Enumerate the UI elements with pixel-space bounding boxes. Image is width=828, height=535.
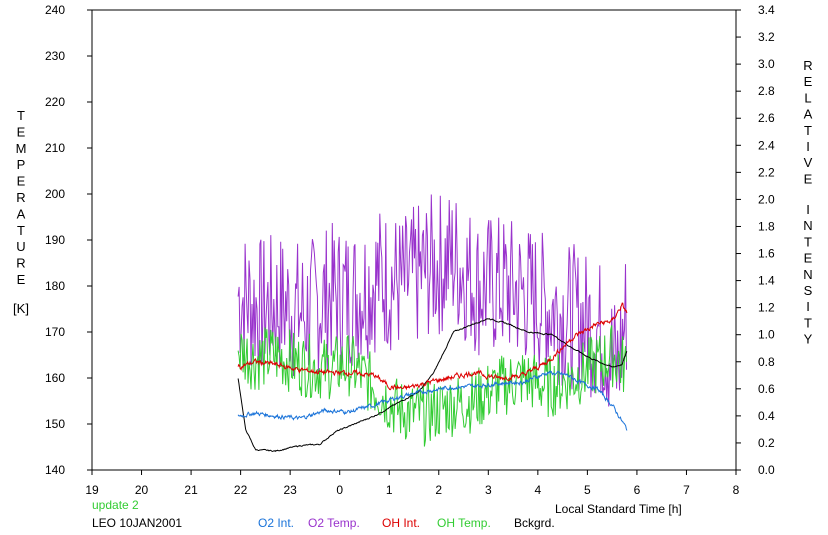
legend: O2 Int. O2 Temp. OH Int. OH Temp. Bckgrd. (258, 516, 555, 530)
y-right-tick-label: 0.0 (758, 463, 775, 477)
y-right-label-letter: S (804, 283, 813, 298)
y-right-tick-label: 1.4 (758, 274, 775, 288)
y-right-label-letter: T (804, 123, 812, 138)
x-tick-label: 3 (485, 483, 492, 497)
series-line-o2-temp (237, 194, 627, 407)
y-left-tick-label: 150 (45, 417, 65, 431)
y-left-tick-label: 170 (45, 325, 65, 339)
y-left-axis: 140 150 160 170 180 190 200 210 220 230 240 (45, 3, 92, 477)
y-left-tick-label: 160 (45, 371, 65, 385)
y-right-label-letter: R (803, 58, 812, 73)
y-right-tick-label: 0.6 (758, 382, 775, 396)
y-left-label-letter: E (17, 174, 26, 189)
y-left-label-letter: T (17, 108, 25, 123)
y-right-tick-label: 2.2 (758, 165, 775, 179)
legend-entry: O2 Int. (258, 516, 294, 530)
x-tick-label: 2 (435, 483, 442, 497)
x-tick-label: 22 (234, 483, 248, 497)
x-tick-label: 0 (336, 483, 343, 497)
legend-entry: O2 Temp. (308, 516, 360, 530)
series-line-oh-int (237, 302, 628, 391)
x-tick-label: 23 (283, 483, 297, 497)
y-right-label-letter: I (806, 299, 810, 314)
legend-entry: Bckgrd. (514, 516, 555, 530)
y-right-tick-label: 2.8 (758, 84, 775, 98)
y-left-tick-label: 210 (45, 141, 65, 155)
y-right-label-letter: N (803, 267, 812, 282)
x-tick-label: 8 (733, 483, 740, 497)
y-left-tick-label: 230 (45, 49, 65, 63)
update-label: update 2 (92, 498, 139, 512)
y-right-tick-label: 2.4 (758, 138, 775, 152)
y-right-label-letter: I (806, 139, 810, 154)
y-right-label-letter: V (804, 155, 813, 170)
y-right-tick-label: 0.2 (758, 436, 775, 450)
x-tick-label: 4 (535, 483, 542, 497)
y-right-label-letter: E (804, 171, 813, 186)
y-left-label-letter: E (17, 272, 26, 287)
y-left-label-letter: A (17, 206, 26, 221)
y-right-label-letter: L (804, 90, 811, 105)
y-right-tick-label: 3.4 (758, 3, 775, 17)
series-group (237, 194, 628, 453)
y-left-label-letter: R (16, 190, 25, 205)
y-right-label-letter: I (806, 202, 810, 217)
y-left-label-letter: P (17, 157, 26, 172)
y-left-label-letter: M (16, 141, 27, 156)
y-right-label-letter: A (804, 107, 813, 122)
y-right-tick-label: 2.0 (758, 192, 775, 206)
x-tick-label: 1 (386, 483, 393, 497)
y-right-label-letter: N (803, 218, 812, 233)
y-right-tick-label: 1.2 (758, 301, 775, 315)
y-left-unit: [K] (13, 301, 29, 316)
x-axis: 19 20 21 22 23 0 1 2 3 4 5 6 7 8 (85, 470, 740, 497)
y-left-tick-label: 200 (45, 187, 65, 201)
y-right-tick-label: 1.0 (758, 328, 775, 342)
y-right-label-letter: T (804, 315, 812, 330)
y-left-tick-label: 190 (45, 233, 65, 247)
series-line-bckgrd (237, 318, 628, 453)
y-right-tick-label: 1.8 (758, 219, 775, 233)
y-left-tick-label: 240 (45, 3, 65, 17)
y-right-tick-label: 0.8 (758, 355, 775, 369)
y-left-label-letter: U (16, 239, 25, 254)
y-left-label-letter: E (17, 124, 26, 139)
y-left-tick-label: 180 (45, 279, 65, 293)
y-right-label-letter: T (804, 234, 812, 249)
y-left-tick-label: 220 (45, 95, 65, 109)
x-tick-label: 5 (584, 483, 591, 497)
x-tick-label: 7 (683, 483, 690, 497)
y-right-tick-label: 0.4 (758, 409, 775, 423)
x-tick-label: 20 (135, 483, 149, 497)
y-right-tick-label: 1.6 (758, 247, 775, 261)
x-axis-label: Local Standard Time [h] (555, 502, 682, 516)
y-right-tick-label: 3.0 (758, 57, 775, 71)
y-right-label-letter: E (804, 251, 813, 266)
legend-entry: OH Temp. (437, 516, 491, 530)
y-left-tick-label: 140 (45, 463, 65, 477)
x-tick-label: 19 (85, 483, 99, 497)
legend-entry: OH Int. (382, 516, 420, 530)
y-right-label-letter: Y (804, 332, 813, 347)
series-line-oh-temp (237, 325, 627, 447)
y-left-label-letter: T (17, 223, 25, 238)
series-line-o2-int (237, 370, 628, 431)
y-right-tick-label: 3.2 (758, 30, 775, 44)
x-tick-label: 6 (634, 483, 641, 497)
y-right-label-letter: E (804, 74, 813, 89)
y-right-axis: 0.0 0.2 0.4 0.6 0.8 1.0 1.2 1.4 1.6 1.8 2.0 2.2 2.4 2… (736, 3, 775, 477)
x-tick-label: 21 (184, 483, 198, 497)
y-left-label-letter: R (16, 256, 25, 271)
y-right-tick-label: 2.6 (758, 111, 775, 125)
station-date-label: LEO 10JAN2001 (92, 516, 182, 530)
